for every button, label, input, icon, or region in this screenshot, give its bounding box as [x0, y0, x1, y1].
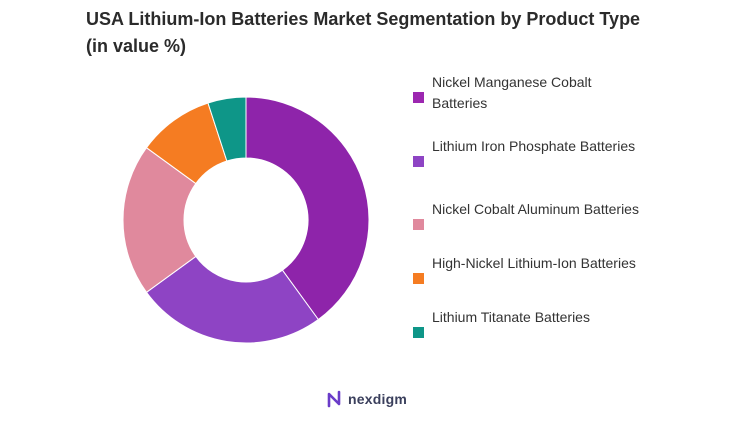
legend-label: Lithium Iron Phosphate Batteries [432, 138, 636, 154]
legend-swatch [413, 327, 424, 338]
legend-swatch [413, 156, 424, 167]
legend-label: Lithium Titanate Batteries [432, 309, 590, 325]
nexdigm-logo: nexdigm [326, 389, 407, 409]
donut-slice-3 [122, 147, 197, 293]
brand-name: nexdigm [348, 391, 407, 407]
legend-item-high-nickel: High-Nickel Lithium-Ion Batteries [413, 253, 713, 284]
legend-label: Nickel Manganese Cobalt Batteries [432, 74, 592, 111]
chart-title: USA Lithium-Ion Batteries Market Segment… [86, 9, 641, 56]
legend-item-nmc: Nickel Manganese Cobalt Batteries [413, 72, 713, 114]
legend-label: Nickel Cobalt Aluminum Batteries [432, 201, 639, 217]
donut-slice-1 [245, 96, 370, 321]
legend-item-lto: Lithium Titanate Batteries [413, 307, 713, 338]
legend-item-lfp: Lithium Iron Phosphate Batteries [413, 136, 713, 167]
legend-label: High-Nickel Lithium-Ion Batteries [432, 255, 636, 271]
legend-item-nca: Nickel Cobalt Aluminum Batteries [413, 199, 713, 230]
donut-slice-2 [145, 255, 319, 344]
legend-swatch [413, 219, 424, 230]
donut-slice-5 [207, 96, 247, 162]
legend-swatch [413, 273, 424, 284]
legend-swatch [413, 92, 424, 103]
nexdigm-logo-icon [327, 390, 341, 408]
